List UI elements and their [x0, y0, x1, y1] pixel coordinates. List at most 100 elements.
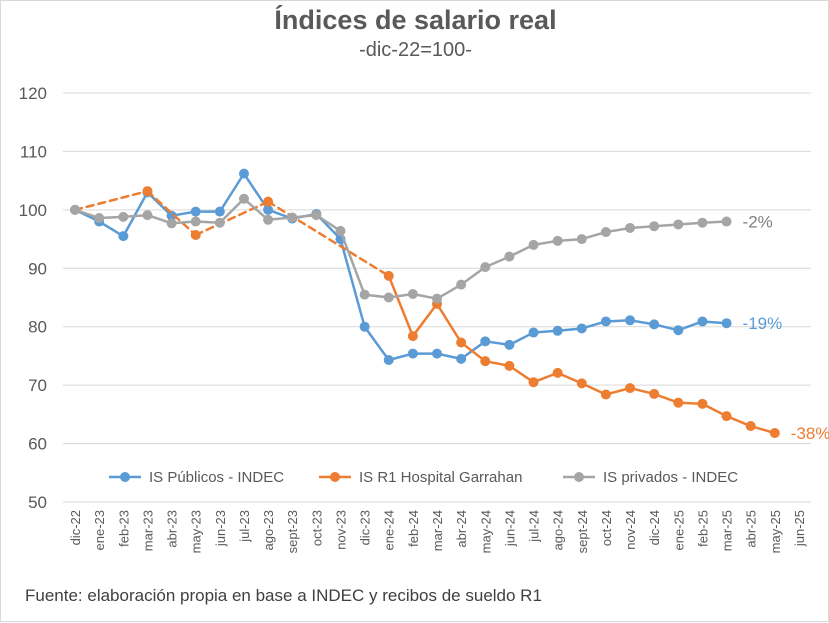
data-point [625, 383, 636, 394]
x-tick-label: ago-24 [551, 510, 566, 550]
y-tick-label: 120 [19, 84, 47, 103]
data-point [769, 428, 780, 439]
data-point [600, 227, 611, 238]
y-tick-label: 110 [20, 142, 47, 161]
data-point [600, 389, 611, 400]
x-tick-label: may-24 [478, 510, 493, 553]
x-tick-label: nov-23 [333, 510, 348, 550]
x-tick-label: dic-23 [358, 510, 373, 545]
x-tick-label: abr-23 [165, 510, 180, 548]
legend-marker [574, 472, 584, 482]
end-label: -2% [743, 213, 773, 232]
x-tick-label: mar-23 [140, 510, 155, 551]
x-tick-label: feb-25 [695, 510, 710, 547]
data-point [238, 193, 249, 204]
data-point [528, 327, 539, 338]
series-segment [411, 302, 439, 338]
x-tick-label: mar-24 [430, 510, 445, 551]
data-point [214, 217, 225, 228]
series-segment [387, 274, 415, 338]
y-tick-label: 70 [28, 376, 47, 395]
data-point [456, 353, 467, 364]
x-tick-label: dic-24 [647, 510, 662, 545]
data-point [504, 360, 515, 371]
data-point [576, 234, 587, 245]
legend: IS Públicos - INDEC IS R1 Hospital Garrah… [109, 469, 738, 486]
x-tick-label: mar-25 [720, 510, 735, 551]
data-point [721, 411, 732, 422]
x-tick-label: sept-24 [575, 510, 590, 553]
x-tick-label: abr-24 [454, 510, 469, 548]
x-tick-label: dic-22 [68, 510, 83, 545]
data-point [697, 217, 708, 228]
data-point [263, 214, 274, 225]
data-point [118, 211, 129, 222]
data-point [721, 318, 732, 329]
series-segment [242, 197, 270, 222]
x-tick-label: jun-25 [792, 510, 807, 547]
data-point [166, 218, 177, 229]
legend-item: IS privados - INDEC [563, 469, 738, 486]
data-point [70, 204, 81, 215]
data-point [673, 219, 684, 230]
legend-marker [120, 472, 130, 482]
data-point [625, 222, 636, 233]
x-tick-label: feb-23 [116, 510, 131, 547]
y-tick-label: 80 [28, 318, 47, 337]
data-point [673, 325, 684, 336]
data-point [190, 229, 201, 240]
data-point [335, 225, 346, 236]
data-point [552, 325, 563, 336]
data-point [214, 206, 225, 217]
series-segment-dashed [194, 200, 270, 237]
series-2 [70, 186, 780, 439]
data-point [383, 292, 394, 303]
x-tick-label: oct-23 [309, 510, 324, 546]
legend-marker [330, 472, 340, 482]
data-point [359, 321, 370, 332]
series-1 [70, 168, 732, 366]
data-point [552, 235, 563, 246]
series-segment-dashed [73, 189, 149, 212]
data-point [287, 212, 298, 223]
y-tick-label: 100 [19, 201, 47, 220]
data-point [407, 331, 418, 342]
series-segment [218, 197, 246, 224]
x-tick-label: may-23 [189, 510, 204, 553]
end-labels: -19% -38% -2% [743, 213, 829, 444]
data-point [432, 293, 442, 304]
data-point [745, 421, 756, 432]
data-point [142, 210, 153, 221]
data-point [576, 378, 587, 389]
x-tick-label: feb-24 [406, 510, 421, 547]
legend-label: IS Públicos - INDEC [149, 469, 284, 486]
y-tick-label: 90 [28, 259, 47, 278]
chart-subtitle: -dic-22=100- [359, 39, 472, 61]
legend-label: IS R1 Hospital Garrahan [359, 469, 522, 486]
data-point [721, 216, 732, 227]
series-segment [435, 302, 463, 344]
x-tick-label: abr-25 [744, 510, 759, 548]
data-point [190, 216, 201, 227]
x-tick-label: sept-23 [285, 510, 300, 553]
data-point [480, 356, 491, 367]
data-point [528, 239, 539, 250]
data-point [407, 348, 418, 359]
data-point [456, 279, 467, 290]
data-point [142, 186, 153, 197]
data-point [359, 289, 370, 300]
series-group [70, 168, 780, 439]
legend-item: IS R1 Hospital Garrahan [319, 469, 522, 486]
x-axis-ticks: dic-22 ene-23 feb-23 mar-23 abr-23 may-23 jun-… [68, 510, 807, 553]
data-point [94, 213, 105, 224]
x-tick-label: jun-23 [213, 510, 228, 547]
series-segment [339, 237, 366, 328]
data-point [649, 221, 660, 232]
y-axis-ticks: 50 60 70 80 90 100 110 120 [19, 84, 47, 512]
x-tick-label: nov-24 [623, 510, 638, 550]
data-point [263, 196, 274, 207]
legend-label: IS privados - INDEC [603, 469, 738, 486]
x-tick-label: jun-24 [502, 510, 517, 547]
